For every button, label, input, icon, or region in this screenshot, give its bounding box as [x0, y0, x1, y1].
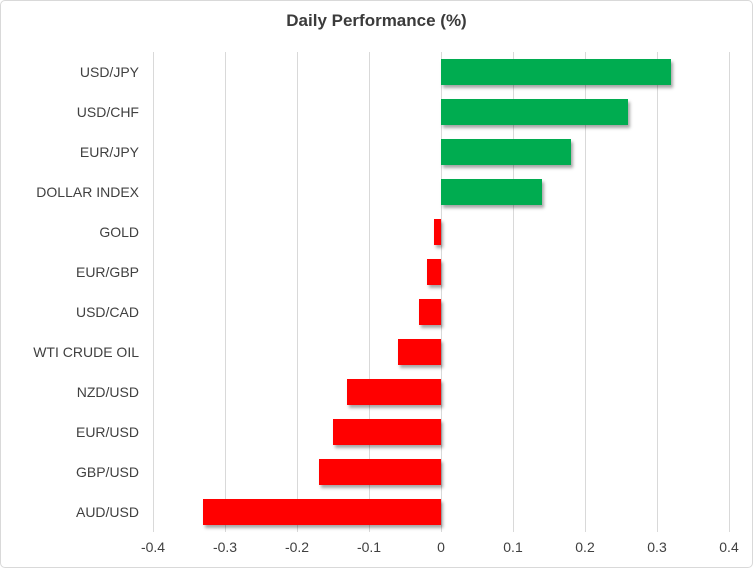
bar-dollar-index — [441, 179, 542, 205]
category-label-nzd-usd: NZD/USD — [76, 384, 139, 400]
gridline-x--0.1 — [368, 52, 370, 532]
bar-nzd-usd — [347, 379, 441, 405]
category-label-gold: GOLD — [99, 224, 139, 240]
x-tick-label--0.2: -0.2 — [284, 539, 310, 555]
bar-eur-usd — [333, 419, 441, 445]
gridline-x-0 — [440, 52, 442, 532]
gridline-x-0.1 — [512, 52, 514, 532]
category-label-usd-chf: USD/CHF — [76, 104, 139, 120]
chart-title: Daily Performance (%) — [286, 11, 467, 30]
bar-eur-gbp — [426, 259, 441, 285]
category-label-dollar-index: DOLLAR INDEX — [36, 184, 139, 200]
x-tick-label-0.2: 0.2 — [575, 539, 595, 555]
category-label-wti-crude-oil: WTI CRUDE OIL — [33, 344, 139, 360]
gridline-x-0.4 — [728, 52, 730, 532]
category-label-eur-usd: EUR/USD — [75, 424, 139, 440]
gridline-x--0.3 — [224, 52, 226, 532]
category-label-usd-jpy: USD/JPY — [79, 64, 139, 80]
bar-usd-cad — [419, 299, 441, 325]
bar-aud-usd — [203, 499, 441, 525]
bar-gold — [433, 219, 441, 245]
category-label-usd-cad: USD/CAD — [75, 304, 139, 320]
gridline-x--0.2 — [296, 52, 298, 532]
x-tick-label--0.3: -0.3 — [212, 539, 238, 555]
category-label-gbp-usd: GBP/USD — [75, 464, 139, 480]
x-tick-label-0.1: 0.1 — [503, 539, 523, 555]
x-tick-label--0.4: -0.4 — [140, 539, 166, 555]
bar-eur-jpy — [441, 139, 571, 165]
category-label-eur-gbp: EUR/GBP — [75, 264, 139, 280]
bar-gbp-usd — [318, 459, 441, 485]
gridline-x-0.3 — [656, 52, 658, 532]
plot-area — [152, 52, 730, 532]
gridline-x-0.2 — [584, 52, 586, 532]
bar-wti-crude-oil — [397, 339, 441, 365]
category-label-eur-jpy: EUR/JPY — [79, 144, 139, 160]
category-label-aud-usd: AUD/USD — [75, 504, 139, 520]
gridline-x--0.4 — [152, 52, 154, 532]
x-tick-label-0.4: 0.4 — [719, 539, 739, 555]
x-tick-label-0.3: 0.3 — [647, 539, 667, 555]
x-tick-label--0.1: -0.1 — [356, 539, 382, 555]
bar-usd-jpy — [441, 59, 672, 85]
bar-usd-chf — [441, 99, 629, 125]
x-tick-label-0: 0 — [437, 539, 445, 555]
